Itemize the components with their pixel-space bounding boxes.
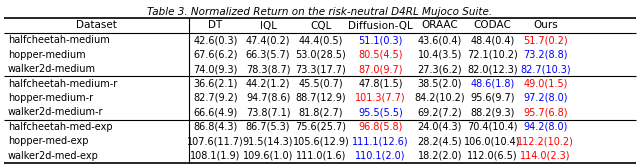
Text: 88.7(12.9): 88.7(12.9) — [296, 93, 346, 103]
Text: Table 3. Normalized Return on the risk-neutral D4RL Mujoco Suite.: Table 3. Normalized Return on the risk-n… — [147, 7, 493, 17]
Text: 87.0(9.7): 87.0(9.7) — [358, 64, 403, 74]
Text: 86.8(4.3): 86.8(4.3) — [193, 122, 237, 132]
Text: 36.6(2.1): 36.6(2.1) — [193, 79, 237, 88]
Text: 18.2(2.0): 18.2(2.0) — [417, 151, 462, 161]
Text: walker2d-medium: walker2d-medium — [8, 64, 96, 74]
Text: 95.7(6.8): 95.7(6.8) — [523, 107, 568, 117]
Text: 28.2(4.5): 28.2(4.5) — [417, 136, 462, 146]
Text: 82.7(9.2): 82.7(9.2) — [193, 93, 237, 103]
Text: 48.6(1.8): 48.6(1.8) — [470, 79, 515, 88]
Text: 72.1(10.2): 72.1(10.2) — [467, 50, 518, 60]
Text: 82.7(10.3): 82.7(10.3) — [520, 64, 571, 74]
Text: 94.7(8.6): 94.7(8.6) — [246, 93, 291, 103]
Text: 49.0(1.5): 49.0(1.5) — [523, 79, 568, 88]
Text: 111.1(12.6): 111.1(12.6) — [352, 136, 408, 146]
Text: 91.5(14.3): 91.5(14.3) — [243, 136, 293, 146]
Text: 80.5(4.5): 80.5(4.5) — [358, 50, 403, 60]
Text: ORAAC: ORAAC — [421, 20, 458, 31]
Text: 106.0(10.4): 106.0(10.4) — [464, 136, 521, 146]
Text: 95.5(5.5): 95.5(5.5) — [358, 107, 403, 117]
Text: 51.1(0.3): 51.1(0.3) — [358, 35, 403, 45]
Text: 67.6(6.2): 67.6(6.2) — [193, 50, 237, 60]
Text: CODAC: CODAC — [474, 20, 511, 31]
Text: 101.3(7.7): 101.3(7.7) — [355, 93, 406, 103]
Text: halfcheetah-med-exp: halfcheetah-med-exp — [8, 122, 113, 132]
Text: 51.7(0.2): 51.7(0.2) — [523, 35, 568, 45]
Text: hopper-medium-r: hopper-medium-r — [8, 93, 93, 103]
Text: 10.4(3.5): 10.4(3.5) — [417, 50, 462, 60]
Text: 42.6(0.3): 42.6(0.3) — [193, 35, 237, 45]
Text: 86.7(5.3): 86.7(5.3) — [246, 122, 291, 132]
Text: 74.0(9.3): 74.0(9.3) — [193, 64, 237, 74]
Text: 88.2(9.3): 88.2(9.3) — [470, 107, 515, 117]
Text: halfcheetah-medium: halfcheetah-medium — [8, 35, 109, 45]
Text: 70.4(10.4): 70.4(10.4) — [467, 122, 518, 132]
Text: Dataset: Dataset — [76, 20, 117, 31]
Text: 75.6(25.7): 75.6(25.7) — [296, 122, 346, 132]
Text: 27.3(6.2): 27.3(6.2) — [417, 64, 462, 74]
Text: 112.0(6.5): 112.0(6.5) — [467, 151, 518, 161]
Text: 82.0(12.3): 82.0(12.3) — [467, 64, 518, 74]
Text: hopper-med-exp: hopper-med-exp — [8, 136, 88, 146]
Text: Diffusion-QL: Diffusion-QL — [348, 20, 413, 31]
Text: 105.6(12.9): 105.6(12.9) — [292, 136, 349, 146]
Text: DT: DT — [208, 20, 223, 31]
Text: 47.8(1.5): 47.8(1.5) — [358, 79, 403, 88]
Text: 53.0(28.5): 53.0(28.5) — [296, 50, 346, 60]
Text: IQL: IQL — [260, 20, 276, 31]
Text: 110.1(2.0): 110.1(2.0) — [355, 151, 406, 161]
Text: 81.8(2.7): 81.8(2.7) — [299, 107, 343, 117]
Text: 108.1(1.9): 108.1(1.9) — [190, 151, 241, 161]
Text: 43.6(0.4): 43.6(0.4) — [418, 35, 462, 45]
Text: 114.0(2.3): 114.0(2.3) — [520, 151, 570, 161]
Text: 96.8(5.8): 96.8(5.8) — [358, 122, 403, 132]
Text: 45.5(0.7): 45.5(0.7) — [298, 79, 343, 88]
Text: 97.2(8.0): 97.2(8.0) — [523, 93, 568, 103]
Text: 73.2(8.8): 73.2(8.8) — [523, 50, 568, 60]
Text: 78.3(8.7): 78.3(8.7) — [246, 64, 291, 74]
Text: Ours: Ours — [533, 20, 557, 31]
Text: 69.2(7.2): 69.2(7.2) — [417, 107, 462, 117]
Text: walker2d-med-exp: walker2d-med-exp — [8, 151, 99, 161]
Text: 84.2(10.2): 84.2(10.2) — [415, 93, 465, 103]
Text: 48.4(0.4): 48.4(0.4) — [470, 35, 515, 45]
Text: hopper-medium: hopper-medium — [8, 50, 86, 60]
Text: 38.5(2.0): 38.5(2.0) — [417, 79, 462, 88]
Text: 109.6(1.0): 109.6(1.0) — [243, 151, 293, 161]
Text: 95.6(9.7): 95.6(9.7) — [470, 93, 515, 103]
Text: 94.2(8.0): 94.2(8.0) — [523, 122, 568, 132]
Text: 111.0(1.6): 111.0(1.6) — [296, 151, 346, 161]
Text: 73.3(17.7): 73.3(17.7) — [296, 64, 346, 74]
Text: 107.6(11.7): 107.6(11.7) — [187, 136, 244, 146]
Text: walker2d-medium-r: walker2d-medium-r — [8, 107, 104, 117]
Text: 73.8(7.1): 73.8(7.1) — [246, 107, 291, 117]
Text: 24.0(4.3): 24.0(4.3) — [417, 122, 462, 132]
Text: halfcheetah-medium-r: halfcheetah-medium-r — [8, 79, 117, 88]
Text: 44.2(1.2): 44.2(1.2) — [246, 79, 291, 88]
Text: 66.6(4.9): 66.6(4.9) — [193, 107, 237, 117]
Text: 47.4(0.2): 47.4(0.2) — [246, 35, 291, 45]
Text: 44.4(0.5): 44.4(0.5) — [299, 35, 343, 45]
Text: 66.3(5.7): 66.3(5.7) — [246, 50, 291, 60]
Text: CQL: CQL — [310, 20, 332, 31]
Text: 112.2(10.2): 112.2(10.2) — [517, 136, 573, 146]
